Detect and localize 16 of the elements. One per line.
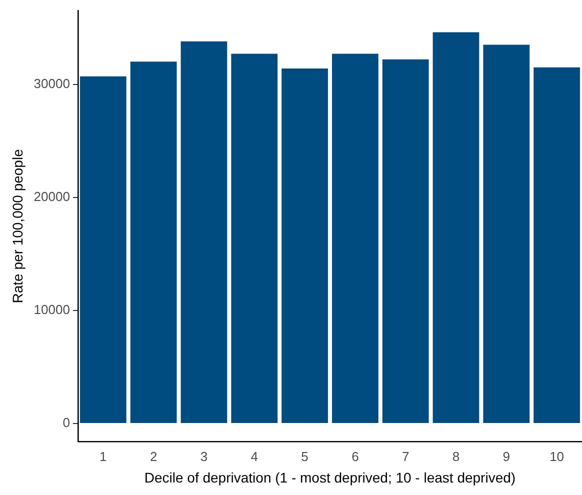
x-tick-label: 4: [250, 448, 258, 464]
y-axis-title: Rate per 100,000 people: [9, 148, 26, 304]
x-tick-label: 2: [150, 448, 158, 464]
x-tick-label: 6: [352, 448, 359, 464]
x-axis-title: Decile of deprivation (1 - most deprived; 10 - least deprived): [144, 469, 516, 486]
x-tick-label: 9: [502, 448, 510, 464]
y-tick-label: 20000: [34, 188, 70, 204]
x-tick-label: 8: [452, 448, 460, 464]
x-tick-label: 10: [550, 448, 564, 464]
x-tick-label: 5: [301, 448, 308, 464]
y-tick-label: 30000: [34, 76, 70, 91]
y-tick-label: 10000: [34, 302, 70, 318]
x-tick-label: 3: [200, 448, 208, 464]
y-tick-label: 0: [62, 415, 70, 430]
x-tick-label: 7: [402, 448, 410, 464]
x-tick-label: 1: [100, 448, 107, 464]
